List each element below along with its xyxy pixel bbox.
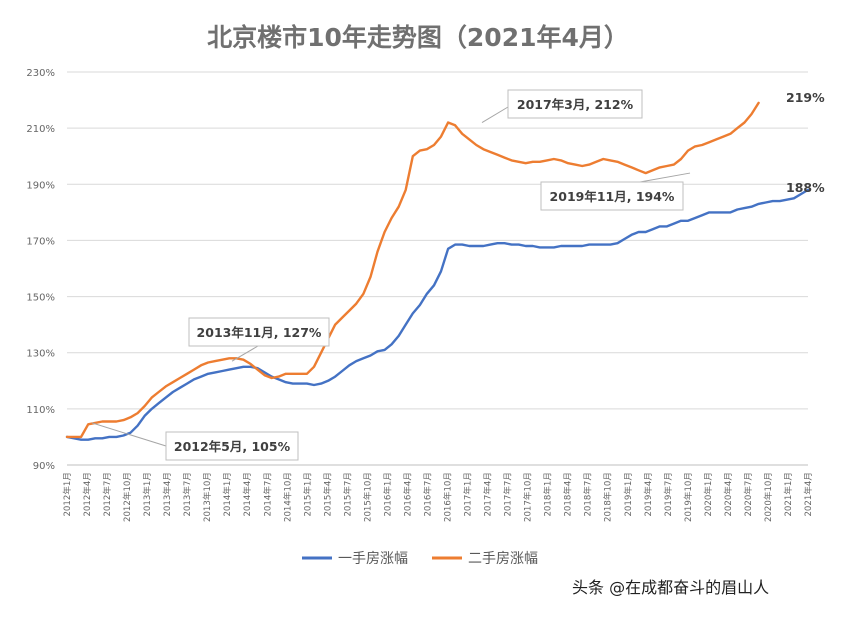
chart-title: 北京楼市10年走势图（2021年4月） (207, 23, 629, 52)
x-tick-label: 2013年10月 (201, 472, 213, 522)
x-tick-label: 2018年10月 (602, 472, 614, 522)
x-tick-label: 2016年10月 (442, 472, 454, 522)
callout-leader (481, 106, 509, 123)
x-tick-label: 2021年4月 (802, 472, 814, 517)
series-line-0 (65, 188, 810, 441)
x-tick-label: 2018年4月 (562, 472, 574, 517)
x-tick-label: 2018年1月 (542, 472, 554, 517)
x-tick-label: 2015年10月 (361, 472, 373, 522)
x-tick-label: 2014年7月 (261, 472, 273, 517)
x-tick-label: 2012年10月 (121, 472, 133, 522)
x-tick-label: 2015年7月 (341, 472, 353, 517)
x-tick-label: 2018年7月 (582, 472, 594, 517)
y-axis-ticks: 90% 110% 130% 150% 170% 190% 210% 230% (26, 68, 55, 472)
x-tick-label: 2013年1月 (141, 472, 153, 517)
legend-label-0: 一手房涨幅 (338, 551, 408, 567)
x-tick-label: 2014年10月 (281, 472, 293, 522)
x-tick-label: 2019年7月 (662, 472, 674, 517)
x-tick-label: 2020年7月 (742, 472, 754, 517)
callout-label: 2019年11月, 194% (550, 189, 675, 204)
x-tick-label: 2020年4月 (722, 472, 734, 517)
x-tick-label: 2017年1月 (462, 472, 474, 517)
y-tick-label: 130% (26, 349, 55, 360)
x-tick-label: 2016年1月 (381, 472, 393, 517)
x-tick-label: 2013年4月 (161, 472, 173, 517)
x-tick-label: 2014年1月 (221, 472, 233, 517)
x-tick-label: 2012年4月 (81, 472, 93, 517)
callout-label: 2017年3月, 212% (517, 97, 634, 112)
x-tick-label: 2015年4月 (321, 472, 333, 517)
callout-leader (639, 172, 691, 183)
callout-box (165, 431, 299, 461)
callout-label: 2013年11月, 127% (197, 325, 322, 340)
y-tick-label: 110% (26, 405, 55, 416)
y-tick-label: 150% (26, 293, 55, 304)
x-tick-label: 2019年1月 (622, 472, 634, 517)
x-tick-label: 2016年7月 (421, 472, 433, 517)
x-tick-label: 2017年10月 (522, 472, 534, 522)
callouts: 2012年5月, 105% 2013年11月, 127% 2017年3月, 212%… (91, 89, 825, 461)
series-line-1 (65, 101, 760, 439)
x-tick-label: 2020年1月 (702, 472, 714, 517)
x-axis-ticks: 2012年1月 2012年4月 2012年7月 2012年10月 2013年1月 2013… (61, 472, 814, 522)
x-tick-label: 2017年7月 (502, 472, 514, 517)
watermark-text: 头条 @在成都奋斗的眉山人 (572, 578, 769, 597)
callout-leader (91, 422, 167, 447)
x-tick-label: 2012年1月 (61, 472, 73, 517)
callout-box (540, 181, 684, 211)
series-lines (65, 101, 810, 441)
y-tick-label: 230% (26, 68, 55, 79)
x-tick-label: 2019年10月 (682, 472, 694, 522)
callout-label: 2012年5月, 105% (174, 439, 291, 454)
x-tick-label: 2012年7月 (101, 472, 113, 517)
callout-leader (231, 345, 259, 362)
gridlines (67, 71, 808, 466)
x-tick-label: 2014年4月 (241, 472, 253, 517)
y-tick-label: 170% (26, 236, 55, 247)
x-tick-label: 2013年7月 (181, 472, 193, 517)
y-tick-label: 210% (26, 124, 55, 135)
x-tick-label: 2021年1月 (782, 472, 794, 517)
end-label-second-hand: 219% (786, 90, 825, 105)
x-tick-label: 2020年10月 (762, 472, 774, 522)
x-tick-label: 2019年4月 (642, 472, 654, 517)
callout-box (188, 317, 330, 347)
legend-label-1: 二手房涨幅 (468, 551, 538, 567)
x-tick-label: 2016年4月 (401, 472, 413, 517)
callout-box (507, 89, 643, 119)
end-label-new-home: 188% (786, 180, 825, 195)
legend: 一手房涨幅 二手房涨幅 (302, 551, 538, 567)
y-tick-label: 190% (26, 180, 55, 191)
x-tick-label: 2015年1月 (301, 472, 313, 517)
y-tick-label: 90% (33, 461, 55, 472)
x-tick-label: 2017年4月 (482, 472, 494, 517)
